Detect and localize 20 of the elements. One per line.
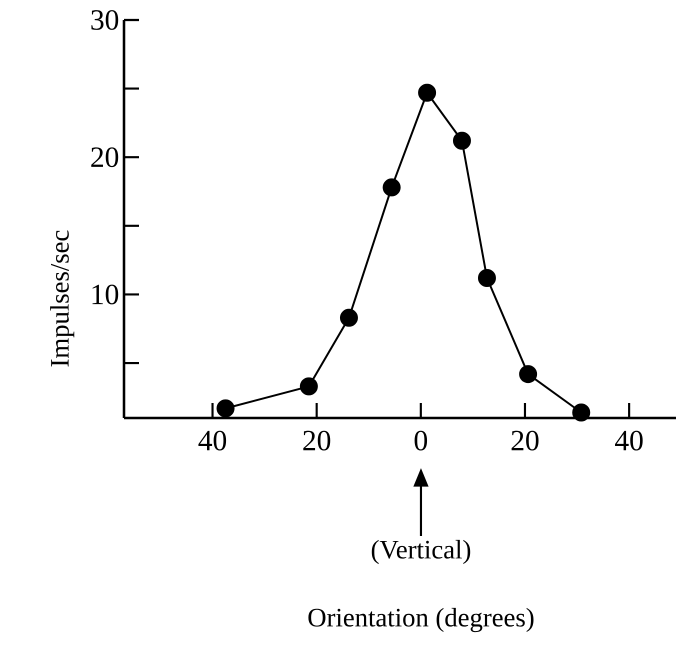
y-tick-label: 20	[91, 147, 118, 168]
x-tick-label: 40	[198, 430, 226, 450]
y-axis-title: Impulses/sec	[50, 230, 74, 367]
text: Orientation (degrees)	[308, 608, 534, 632]
point	[340, 308, 358, 327]
point	[478, 269, 496, 288]
point	[519, 365, 538, 384]
x-tick-label: 20	[303, 430, 330, 450]
point	[452, 132, 471, 150]
point	[572, 404, 590, 422]
x-tick-label: 20	[512, 430, 539, 450]
x-tick-label: 0	[414, 430, 428, 450]
y-tick-label: 10	[92, 284, 118, 304]
point	[300, 377, 318, 396]
point	[418, 84, 436, 102]
point	[382, 178, 401, 196]
text: (Vertical)	[372, 540, 470, 564]
x-tick-label: 40	[615, 430, 643, 450]
y-tick-label: 30	[91, 10, 118, 30]
point	[216, 399, 235, 418]
